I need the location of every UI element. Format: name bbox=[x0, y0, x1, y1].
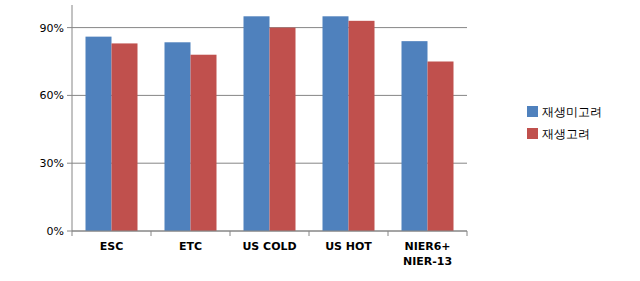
tick-mark bbox=[67, 95, 72, 96]
legend-label: 재생미고려 bbox=[542, 105, 602, 119]
category-tick bbox=[388, 231, 389, 236]
chart-container: 0%30%60%90%ESCETCUS COLDUS HOTNIER6+NIER… bbox=[0, 0, 640, 281]
category-label: NIER6+ NIER-13 bbox=[403, 240, 452, 268]
tick-mark bbox=[67, 27, 72, 28]
category-label: ESC bbox=[100, 240, 124, 253]
legend-swatch bbox=[527, 106, 538, 117]
bar bbox=[165, 42, 191, 231]
bar bbox=[323, 16, 349, 231]
tick-label: 0% bbox=[47, 225, 64, 238]
bar bbox=[402, 41, 428, 231]
bar bbox=[112, 43, 138, 231]
category-tick bbox=[467, 231, 468, 236]
category-label: US COLD bbox=[242, 240, 296, 253]
x-axis bbox=[72, 231, 467, 232]
bar bbox=[244, 16, 270, 231]
category-label-line: US COLD bbox=[242, 240, 296, 253]
category-label-line: NIER6+ bbox=[404, 240, 450, 253]
tick-label: 60% bbox=[40, 89, 64, 102]
bar bbox=[270, 28, 296, 231]
category-label-line: NIER-13 bbox=[403, 255, 452, 268]
category-label-line: ETC bbox=[179, 240, 202, 253]
bar bbox=[191, 55, 217, 231]
bars bbox=[86, 16, 454, 231]
grid-line bbox=[72, 231, 467, 232]
category-tick bbox=[151, 231, 152, 236]
y-axis bbox=[72, 5, 73, 231]
legend-swatch bbox=[527, 128, 538, 139]
category-tick bbox=[309, 231, 310, 236]
tick-mark bbox=[67, 163, 72, 164]
category-label-line: US HOT bbox=[325, 240, 372, 253]
bar bbox=[349, 21, 375, 231]
category-tick bbox=[72, 231, 73, 236]
tick-mark bbox=[67, 231, 72, 232]
category-tick bbox=[230, 231, 231, 236]
chart-svg: 0%30%60%90%ESCETCUS COLDUS HOTNIER6+NIER… bbox=[0, 0, 640, 281]
category-label-line: ESC bbox=[100, 240, 124, 253]
tick-label: 90% bbox=[40, 22, 64, 35]
category-label: US HOT bbox=[325, 240, 372, 253]
category-label: ETC bbox=[179, 240, 202, 253]
legend-label: 재생고려 bbox=[542, 127, 590, 141]
tick-label: 30% bbox=[40, 157, 64, 170]
bar bbox=[86, 37, 112, 231]
bar bbox=[428, 62, 454, 232]
